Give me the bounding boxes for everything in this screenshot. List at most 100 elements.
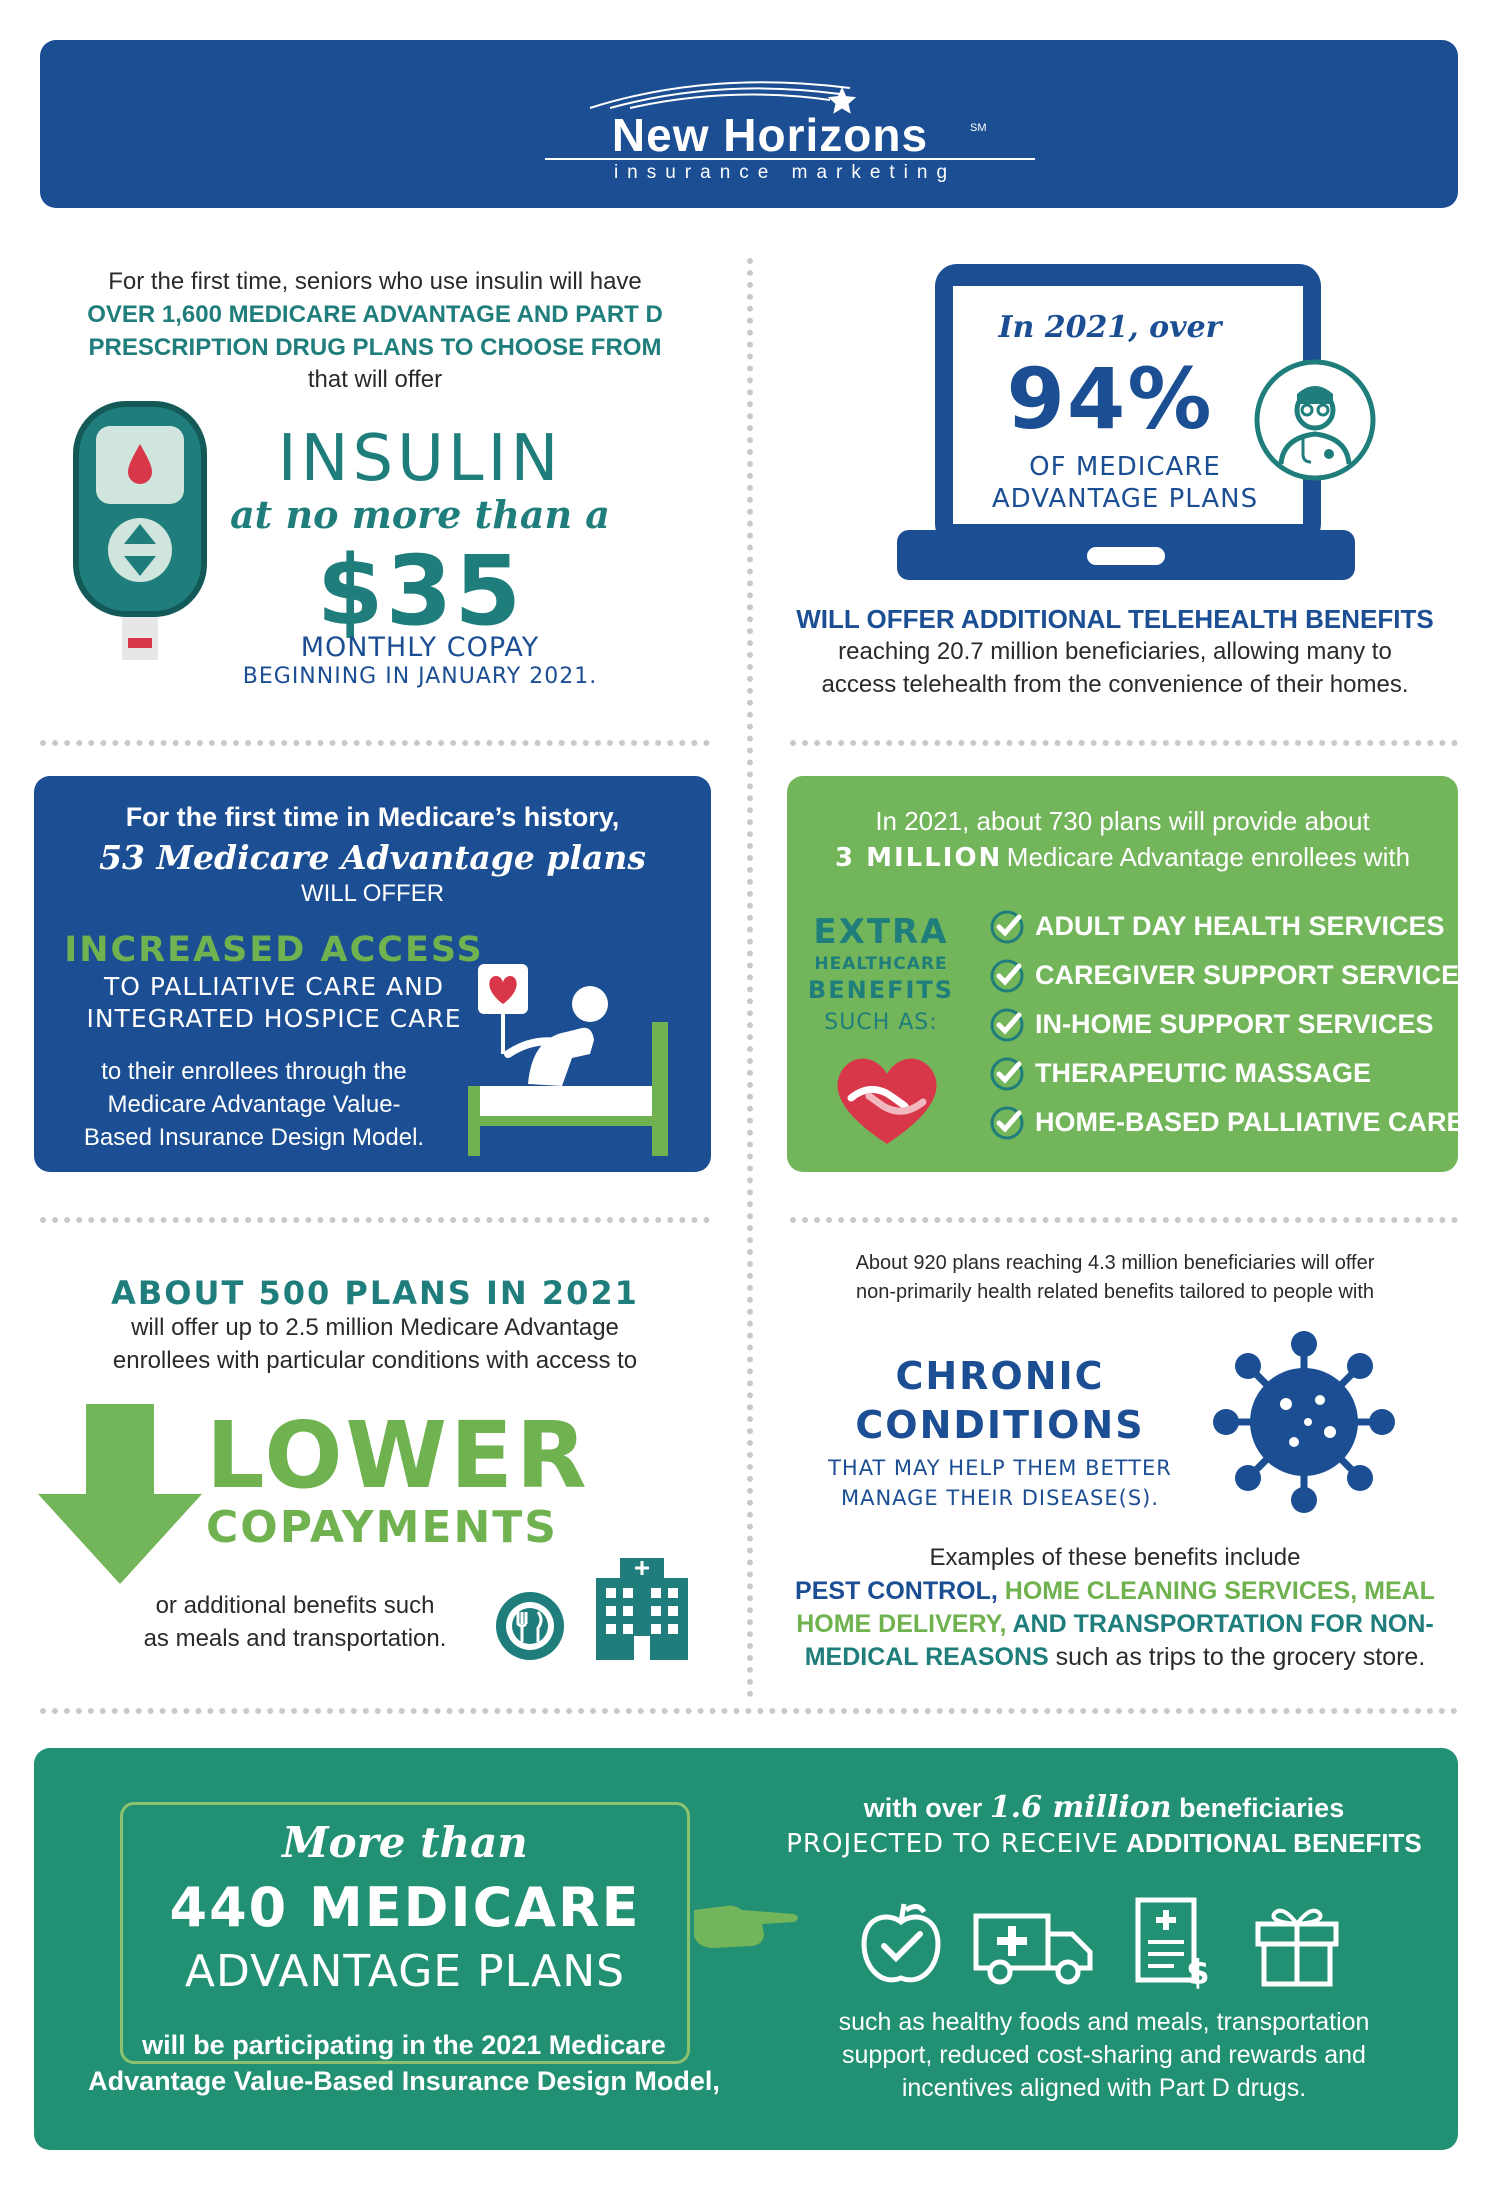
header-banner: New Horizons SM insurance marketing [40,40,1458,208]
down-arrow-icon [38,1404,202,1584]
footer-body-1: will be participating in the 2021 Medica… [142,2030,666,2060]
svg-text:$: $ [1186,1953,1210,1992]
lower-headline: ABOUT 500 PLANS IN 2021 [111,1274,639,1312]
footer-r2b: ADDITIONAL BENEFITS [1126,1828,1422,1858]
lower-big-1: LOWER [206,1402,590,1509]
telehealth-percent: 94% [1006,350,1214,448]
palliative-script: 53 Medicare Advantage plans [99,838,646,877]
extra-benefit-item: THERAPEUTIC MASSAGE [989,1049,1449,1098]
insulin-big: INSULIN [277,422,563,496]
chronic-sub-1: THAT MAY HELP THEM BETTER [828,1456,1172,1480]
palliative-sub-2: INTEGRATED HOSPICE CARE [86,1004,462,1033]
palliative-will-offer: WILL OFFER [300,880,445,907]
lower-body-1: will offer up to 2.5 million Medicare Ad… [131,1314,619,1341]
extra-benefits-panel: In 2021, about 730 plans will provide ab… [787,776,1477,1172]
insulin-copay: MONTHLY COPAY [300,632,540,663]
divider-row2-left [40,1217,710,1223]
footer-script: More than [282,1818,528,1867]
logo-swoosh [589,81,851,109]
ambulance-icon [973,1913,1093,1985]
extra-benefit-item: CAREGIVER SUPPORT SERVICES [989,951,1477,1000]
chronic-benefit-pest: PEST CONTROL, [795,1577,998,1605]
palliative-line-1: For the first time in Medicare’s history… [125,802,620,832]
footer-right-line-2: PROJECTED TO RECEIVE ADDITIONAL BENEFITS [764,1828,1444,1859]
extra-line-1: In 2021, about 730 plans will provide ab… [875,806,1370,836]
divider-vertical [747,258,753,1698]
chronic-big-1: CHRONIC [895,1354,1105,1398]
checkmark-circle-icon [990,959,1024,992]
extra-benefit-label: ADULT DAY HEALTH SERVICES [1035,911,1445,941]
chronic-benefits-line-2: HOME DELIVERY, AND TRANSPORTATION FOR NO… [770,1610,1460,1639]
brand-sm: SM [970,122,987,134]
divider-row1-left [40,740,710,746]
extra-label-3: BENEFITS [807,976,955,1004]
footer-big-2: ADVANTAGE PLANS [184,1946,626,1997]
pointing-hand-icon [694,1905,798,1948]
chronic-benefits-line-1: PEST CONTROL, HOME CLEANING SERVICES, ME… [770,1577,1460,1606]
chronic-examples: Examples of these benefits include [929,1544,1301,1571]
telehealth-body-2: access telehealth from the convenience o… [821,671,1409,698]
divider-row3 [40,1708,1458,1714]
telehealth-sub-2: ADVANTAGE PLANS [991,484,1259,514]
chronic-sub-2: MANAGE THEIR DISEASE(S). [840,1486,1160,1510]
chronic-benefit-home-delivery: HOME DELIVERY, [796,1610,1007,1638]
footer-panel: More than 440 MEDICARE ADVANTAGE PLANS w… [34,1748,1458,2150]
hospital-building-icon [596,1558,688,1660]
footer-stat-box [120,1802,690,2064]
extra-label-1: EXTRA [813,912,949,952]
palliative-body-3: Based Insurance Design Model. [83,1124,425,1151]
chronic-intro-2: non-primarily health related benefits ta… [855,1281,1375,1303]
insulin-intro: For the first time, seniors who use insu… [108,268,642,295]
insulin-intro-2: that will offer [307,366,443,393]
footer-right-line-4: support, reduced cost-sharing and reward… [842,2041,1366,2069]
palliative-headline: INCREASED ACCESS [64,930,484,970]
extra-benefit-list: ADULT DAY HEALTH SERVICES CAREGIVER SUPP… [989,902,1477,1147]
chronic-benefit-medical: MEDICAL REASONS [804,1643,1049,1671]
chronic-benefits-line-3: MEDICAL REASONS such as trips to the gro… [770,1643,1460,1672]
doctor-icon [1254,359,1376,481]
insulin-price: $35 [316,535,524,647]
insulin-highlight-1: OVER 1,600 MEDICARE ADVANTAGE AND PART D [87,301,663,328]
footer-r2a: PROJECTED TO RECEIVE [786,1829,1119,1859]
heart-hands-icon [837,1058,937,1144]
chronic-big-2: CONDITIONS [855,1403,1145,1447]
chronic-benefit-meal: MEAL [1364,1577,1435,1605]
meal-plate-icon [496,1592,564,1660]
extra-line-2-bold: 3 MILLION [834,843,1003,873]
lower-foot-2: as meals and transportation. [143,1625,447,1652]
gift-icon [1255,1908,1339,1987]
glucose-meter-icon [73,401,207,660]
extra-benefit-item: ADULT DAY HEALTH SERVICES [989,902,1449,951]
footer-r1a: with over [863,1793,983,1823]
divider-row1-right [790,740,1458,746]
lower-foot-1: or additional benefits such [155,1592,435,1619]
extra-line-2-rest: Medicare Advantage enrollees with [1006,842,1411,872]
checkmark-circle-icon [990,1057,1024,1090]
telehealth-headline: WILL OFFER ADDITIONAL TELEHEALTH BENEFIT… [796,604,1434,634]
brand-name: New Horizons [611,109,929,161]
star-icon [827,86,857,114]
extra-benefit-item: HOME-BASED PALLIATIVE CARE [989,1098,1465,1147]
footer-r1b: 1.6 million [989,1790,1172,1825]
footer-r1c: beneficiaries [1179,1793,1345,1823]
checkmark-circle-icon [990,910,1024,943]
extra-benefit-item: IN-HOME SUPPORT SERVICES [989,1000,1449,1049]
checkmark-circle-icon [990,1106,1024,1139]
footer-right-line-5: incentives aligned with Part D drugs. [901,2074,1307,2102]
hospital-bed-icon [468,964,668,1156]
extra-line-2: 3 MILLION Medicare Advantage enrollees w… [787,842,1458,873]
extra-benefit-label: IN-HOME SUPPORT SERVICES [1035,1009,1434,1039]
medical-bill-icon: $ [1135,1897,1210,1992]
lower-body-2: enrollees with particular conditions wit… [112,1347,638,1374]
laptop-icon [897,264,1355,580]
checkmark-circle-icon [990,1008,1024,1041]
brand-tagline: insurance marketing [613,162,957,183]
footer-body-2: Advantage Value-Based Insurance Design M… [88,2066,720,2096]
telehealth-body-1: reaching 20.7 million beneficiaries, all… [838,638,1392,665]
chronic-benefit-tail: such as trips to the grocery store. [1055,1643,1426,1671]
virus-icon [1213,1331,1395,1513]
palliative-body-2: Medicare Advantage Value- [107,1091,401,1118]
insulin-script: at no more than a [230,492,610,537]
insulin-highlight-2: PRESCRIPTION DRUG PLANS TO CHOOSE FROM [88,334,662,361]
footer-right-line-1: with over 1.6 million beneficiaries [764,1790,1444,1825]
